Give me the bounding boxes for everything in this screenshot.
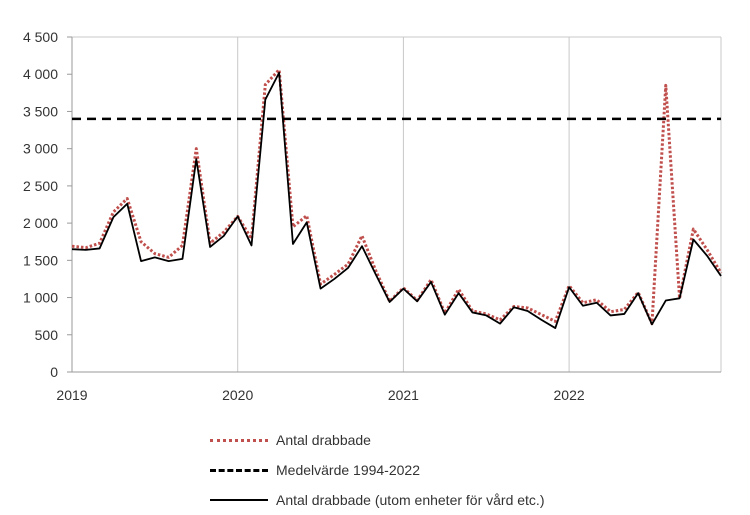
legend-label: Medelvärde 1994-2022: [276, 462, 420, 478]
x-tick-label: 2019: [56, 387, 87, 403]
y-tick-label: 2 500: [23, 178, 58, 194]
y-tick-label: 4 000: [23, 66, 58, 82]
x-tick-labels: 2019 2020 2021 2022: [56, 387, 584, 403]
y-tick-label: 3 500: [23, 103, 58, 119]
chart-axes: [67, 36, 721, 373]
y-tick-label: 0: [50, 364, 58, 380]
legend-label: Antal drabbade (utom enheter för vård et…: [276, 492, 545, 508]
chart-series: [71, 68, 723, 329]
legend-swatch: [210, 468, 268, 472]
x-tick-label: 2021: [388, 387, 419, 403]
legend-item: Antal drabbade: [210, 425, 544, 455]
y-tick-label: 4 500: [23, 29, 58, 45]
legend-swatch: [210, 438, 268, 442]
y-tick-label: 500: [35, 327, 59, 343]
line-chart: 0 500 1 000 1 500 2 000 2 500 3 000 3 500 4 000 4…: [23, 29, 723, 403]
series-line: [71, 68, 723, 326]
x-tick-label: 2020: [222, 387, 253, 403]
series-line: [71, 71, 722, 329]
legend-item: Medelvärde 1994-2022: [210, 455, 544, 485]
legend-item: Antal drabbade (utom enheter för vård et…: [210, 485, 544, 515]
y-tick-label: 3 000: [23, 141, 58, 157]
y-tick-label: 2 000: [23, 215, 58, 231]
x-tick-label: 2022: [554, 387, 585, 403]
chart-grid: [71, 36, 722, 372]
y-tick-labels: 0 500 1 000 1 500 2 000 2 500 3 000 3 500 4 000 4…: [23, 29, 58, 380]
legend-swatch: [210, 499, 268, 501]
y-tick-label: 1 000: [23, 290, 58, 306]
y-tick-label: 1 500: [23, 252, 58, 268]
chart-legend: Antal drabbade Medelvärde 1994-2022 Antal …: [210, 425, 544, 515]
legend-label: Antal drabbade: [276, 432, 371, 448]
